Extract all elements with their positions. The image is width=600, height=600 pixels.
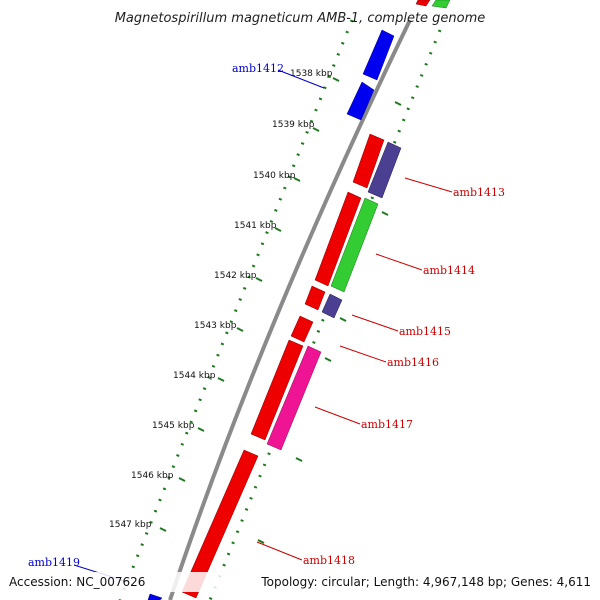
gene-feature-amb1415-inner[interactable] xyxy=(321,293,343,319)
kbp-label: 1547 kbp xyxy=(109,520,152,530)
gene-labels: amb1412 amb1413 amb1414 amb1415 amb1416 … xyxy=(28,62,505,569)
gene-label-amb1418[interactable]: amb1418 xyxy=(303,554,355,567)
kbp-label: 1546 kbp xyxy=(131,471,174,481)
inner-feature-track xyxy=(266,0,451,451)
inner-dotted-ring xyxy=(208,29,442,600)
map-title: Magnetospirillum magneticum AMB-1, compl… xyxy=(115,11,486,26)
kbp-label: 1541 kbp xyxy=(234,221,277,231)
kbp-label: 1542 kbp xyxy=(214,271,257,281)
kbp-label: 1540 kbp xyxy=(253,171,296,181)
gene-feature-amb1413-red[interactable] xyxy=(352,133,385,189)
topology-text: Topology: circular; Length: 4,967,148 bp… xyxy=(260,575,591,589)
kbp-label: 1538 kbp xyxy=(290,69,333,79)
kbp-label: 1543 kbp xyxy=(194,321,237,331)
gene-label-amb1416[interactable]: amb1416 xyxy=(387,356,439,369)
gene-label-amb1414[interactable]: amb1414 xyxy=(423,264,475,277)
gene-feature-amb1414-inner[interactable] xyxy=(330,197,379,293)
gene-feature-amb1417-inner[interactable] xyxy=(266,345,322,451)
kbp-label: 1539 kbp xyxy=(272,120,315,130)
gene-feature-amb1412[interactable] xyxy=(346,81,375,121)
gene-label-amb1413[interactable]: amb1413 xyxy=(453,186,505,199)
gene-feature-amb1414-red[interactable] xyxy=(314,191,362,287)
gene-feature-amb1413-inner[interactable] xyxy=(367,141,402,199)
gene-label-amb1412[interactable]: amb1412 xyxy=(232,62,284,75)
gene-feature-top-green[interactable] xyxy=(431,0,451,9)
gene-label-amb1415[interactable]: amb1415 xyxy=(399,325,451,338)
gene-feature-amb1417-red[interactable] xyxy=(250,339,304,441)
kbp-label: 1544 kbp xyxy=(173,371,216,381)
kbp-label: 1545 kbp xyxy=(152,421,195,431)
outer-dotted-ring xyxy=(118,19,354,600)
gene-label-amb1419[interactable]: amb1419 xyxy=(28,556,80,569)
gene-feature-amb1415-red[interactable] xyxy=(304,285,326,311)
gene-feature-amb1419[interactable] xyxy=(147,593,163,600)
scale-ticks xyxy=(159,77,402,544)
outer-feature-track xyxy=(147,29,395,600)
gene-feature-top-red[interactable] xyxy=(415,0,431,7)
gene-feature-amb1416-red[interactable] xyxy=(290,315,314,343)
accession-text: Accession: NC_007626 xyxy=(9,575,145,589)
gene-feature-amb1418-red[interactable] xyxy=(181,449,259,599)
kbp-labels: 1538 kbp 1539 kbp 1540 kbp 1541 kbp 1542… xyxy=(109,69,333,530)
gene-feature-amb1411[interactable] xyxy=(362,29,395,81)
genome-backbone xyxy=(168,19,412,600)
gene-label-amb1417[interactable]: amb1417 xyxy=(361,418,413,431)
